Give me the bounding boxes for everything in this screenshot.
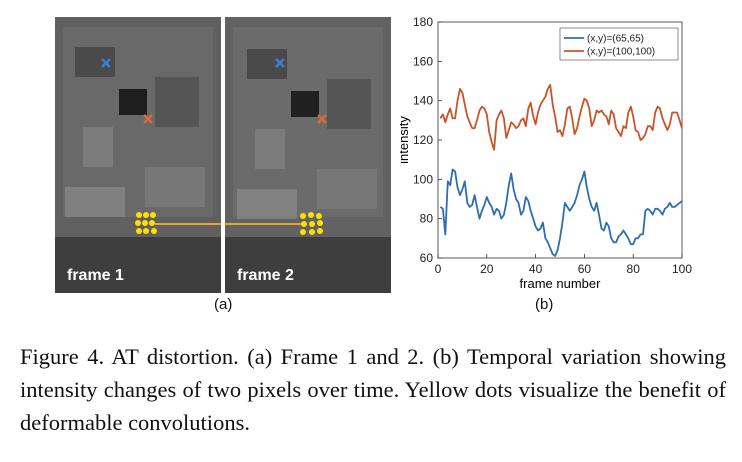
intensity-chart: 0 20 40 60 80 100 60 80 100 120 140 160 180 (x,y)=(6…: [400, 15, 692, 291]
x-tick-label: 40: [529, 262, 543, 276]
x-axis-label: frame number: [520, 276, 602, 291]
x-tick-label: 20: [480, 262, 494, 276]
x-tick-label: 0: [435, 262, 442, 276]
x-tick-label: 60: [578, 262, 592, 276]
legend-entry: (x,y)=(65,65): [587, 34, 644, 45]
y-axis-label: intensity: [400, 116, 411, 164]
orange-x-marker: [317, 114, 327, 124]
y-tick-label: 100: [413, 172, 433, 186]
orange-x-marker: [143, 114, 153, 124]
yellow-dots-frame-1: [135, 212, 157, 234]
blue-x-marker: [101, 58, 111, 68]
frame-1-texture: [55, 17, 221, 293]
y-tick-label: 60: [420, 251, 434, 265]
frame-divider: [221, 17, 225, 293]
yellow-dots-frame-2: [300, 212, 323, 235]
y-tick-label: 160: [413, 54, 433, 68]
y-tick-label: 180: [413, 15, 433, 29]
figure-caption: Figure 4. AT distortion. (a) Frame 1 and…: [20, 344, 726, 435]
frame-1-image: frame 1: [55, 17, 221, 293]
y-tick-label: 140: [413, 94, 433, 108]
y-tick-label: 80: [420, 212, 434, 226]
blue-x-marker: [275, 58, 285, 68]
frame-1-label: frame 1: [67, 267, 124, 284]
panel-b-sublabel: (b): [535, 296, 554, 313]
panel-a: frame 1 frame 2: [55, 17, 393, 293]
legend-entry: (x,y)=(100,100): [587, 47, 655, 58]
series-line-2: [439, 84, 683, 151]
x-tick-label: 80: [627, 262, 641, 276]
frame-2-texture: [225, 17, 391, 293]
panel-a-sublabel: (a): [214, 296, 233, 313]
series-line-1: [439, 168, 683, 257]
frame-2-image: frame 2: [225, 17, 391, 293]
legend-box: [559, 27, 679, 61]
frame-2-label: frame 2: [237, 267, 294, 284]
y-tick-label: 120: [413, 133, 433, 147]
x-tick-label: 100: [672, 262, 692, 276]
